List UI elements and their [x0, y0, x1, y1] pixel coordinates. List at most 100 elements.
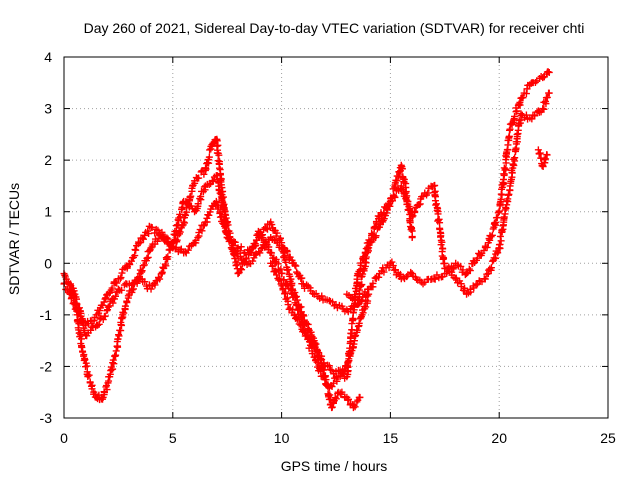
- interp-point: [311, 357, 319, 365]
- data-point: [158, 228, 166, 236]
- interp-point: [369, 279, 377, 287]
- interp-point: [282, 258, 290, 266]
- data-point: [256, 249, 264, 257]
- interp-point: [318, 292, 326, 300]
- interp-point: [205, 181, 213, 189]
- interp-point: [273, 271, 281, 279]
- interp-point: [200, 170, 208, 178]
- interp-point: [405, 206, 413, 214]
- interp-point: [256, 228, 264, 236]
- data-point: [365, 290, 373, 298]
- interp-point: [291, 261, 299, 269]
- interp-point: [195, 174, 203, 182]
- data-point: [517, 110, 525, 118]
- interp-point: [303, 320, 311, 328]
- data-point: [356, 393, 364, 401]
- interp-point: [353, 326, 361, 334]
- interp-point: [95, 320, 103, 328]
- interp-point: [276, 234, 284, 242]
- interp-point: [183, 198, 191, 206]
- interp-point: [127, 257, 135, 265]
- interp-point: [182, 211, 190, 219]
- data-point: [136, 239, 144, 247]
- interp-point: [510, 161, 518, 169]
- interp-point: [118, 286, 126, 294]
- interp-point: [139, 235, 147, 243]
- interp-point: [177, 245, 185, 253]
- interp-point: [356, 286, 364, 294]
- interp-point: [457, 262, 465, 270]
- interp-point: [214, 203, 222, 211]
- interp-point: [383, 206, 391, 214]
- x-tick-label: 25: [600, 430, 616, 446]
- interp-point: [71, 299, 79, 307]
- interp-point: [139, 262, 147, 270]
- interp-point: [292, 293, 300, 301]
- x-tick-label: 5: [169, 430, 177, 446]
- interp-point: [431, 275, 439, 283]
- interp-point: [345, 395, 353, 403]
- interp-point: [94, 321, 102, 329]
- y-axis-label: SDTVAR / TECUs: [6, 183, 22, 295]
- interp-point: [400, 178, 408, 186]
- data-point: [545, 89, 553, 97]
- interp-point: [274, 260, 282, 268]
- interp-point: [117, 327, 125, 335]
- y-tick-label: -1: [40, 307, 53, 323]
- interp-point: [78, 343, 86, 351]
- interp-point: [163, 234, 171, 242]
- interp-point: [118, 314, 126, 322]
- interp-point: [516, 98, 524, 106]
- interp-point: [268, 221, 276, 229]
- interp-point: [257, 244, 265, 252]
- interp-point: [487, 233, 495, 241]
- interp-point: [117, 318, 125, 326]
- interp-point: [129, 285, 137, 293]
- interp-point: [66, 281, 74, 289]
- interp-point: [168, 239, 176, 247]
- interp-point: [406, 217, 414, 225]
- interp-point: [145, 230, 153, 238]
- interp-point: [467, 288, 475, 296]
- interp-point: [542, 155, 550, 163]
- data-point: [419, 280, 427, 288]
- interp-point: [277, 265, 285, 273]
- interp-point: [540, 105, 548, 113]
- interp-point: [236, 252, 244, 260]
- interp-point: [263, 240, 271, 248]
- interp-point: [539, 162, 547, 170]
- interp-point: [505, 132, 513, 140]
- interp-point: [123, 299, 131, 307]
- interp-point: [385, 264, 393, 272]
- interp-point: [279, 253, 287, 261]
- interp-point: [118, 269, 126, 277]
- interp-point: [359, 309, 367, 317]
- interp-point: [227, 236, 235, 244]
- interp-point: [108, 284, 116, 292]
- interp-point: [431, 181, 439, 189]
- data-point: [332, 301, 340, 309]
- interp-point: [117, 274, 125, 282]
- interp-point: [145, 247, 153, 255]
- interp-point: [148, 223, 156, 231]
- interp-point: [85, 371, 93, 379]
- interp-point: [326, 366, 334, 374]
- interp-point: [357, 261, 365, 269]
- interp-point: [411, 208, 419, 216]
- interp-point: [380, 268, 388, 276]
- interp-point: [498, 226, 506, 234]
- interp-point: [504, 198, 512, 206]
- interp-point: [439, 255, 447, 263]
- series-track-3: [67, 197, 364, 412]
- interp-point: [112, 292, 120, 300]
- data-point: [223, 234, 231, 241]
- interp-point: [221, 207, 229, 215]
- interp-point: [543, 93, 551, 101]
- interp-point: [375, 273, 383, 281]
- interp-point: [162, 262, 170, 270]
- interp-point: [328, 298, 336, 306]
- interp-point: [288, 281, 296, 289]
- interp-point: [293, 296, 301, 304]
- interp-point: [187, 192, 195, 200]
